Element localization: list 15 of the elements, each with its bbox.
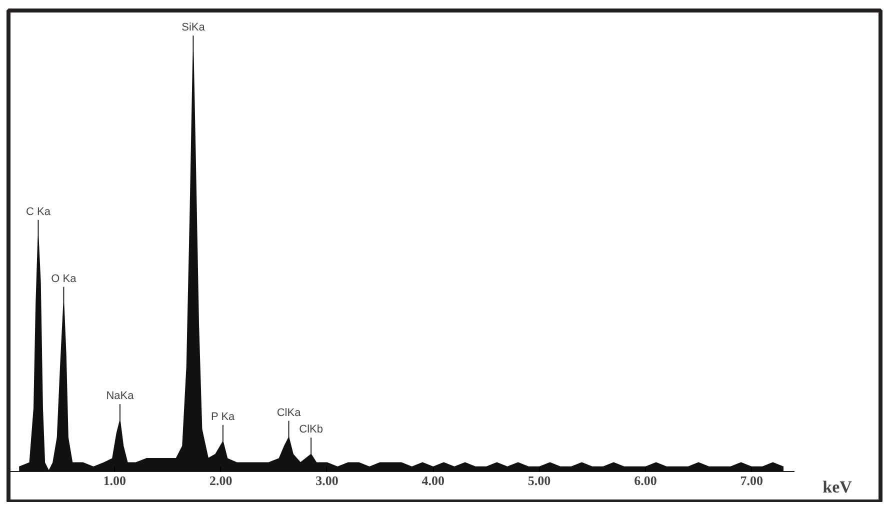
- x-axis-title: keV: [822, 478, 853, 497]
- x-tick-label: 7.00: [740, 473, 763, 488]
- annotation: C Ka: [26, 206, 52, 218]
- annotation: ClKb: [299, 424, 323, 436]
- x-tick-label: 2.00: [209, 473, 232, 488]
- annotation: NaKa: [106, 390, 135, 402]
- x-tick-label: 5.00: [528, 473, 551, 488]
- annotation: O Ka: [51, 272, 78, 285]
- x-tick-label: 6.00: [634, 473, 657, 488]
- x-tick-label: 1.00: [103, 473, 126, 488]
- x-tick-label: 4.00: [422, 473, 445, 488]
- annotation: ClKa: [276, 406, 302, 419]
- x-tick-label: 3.00: [316, 473, 338, 488]
- annotation: P Ka: [211, 410, 236, 423]
- annotation: SiKa: [182, 22, 206, 34]
